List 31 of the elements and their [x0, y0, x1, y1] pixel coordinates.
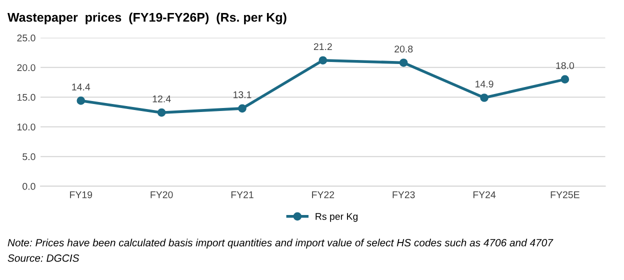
x-tick-label: FY22 [312, 191, 334, 198]
text: Note: Prices have been calculated basis import quantities and import value of select HS codes such as 4706 and 4707 [8, 238, 554, 248]
x-tick-label: FY20 [150, 191, 173, 198]
chart-title: Wastepaper prices (FY19-FY26P) (Rs. per Kg) [8, 12, 286, 24]
data-label: 13.1 [234, 91, 252, 98]
data-label: 21.2 [314, 43, 332, 50]
data-label: 12.4 [152, 95, 171, 102]
y-tick-label: 10.0 [18, 124, 36, 130]
y-tick-label: 20.0 [17, 64, 36, 72]
data-label: 18.0 [556, 62, 574, 70]
point [399, 58, 408, 67]
x-tick-label: FY25E [550, 191, 580, 198]
y-tick-label: 0.0 [22, 182, 36, 190]
point [480, 94, 488, 102]
data-label: 14.9 [476, 80, 494, 88]
y-tick-label: 25.0 [17, 34, 36, 42]
x-tick-label: FY24 [473, 191, 496, 198]
x-tick-label: FY23 [392, 191, 415, 198]
legend-label: Rs per Kg [316, 213, 358, 222]
x-tick-label: FY21 [231, 191, 254, 198]
point [560, 75, 570, 84]
data-label: 14.4 [72, 84, 90, 90]
y-tick-label: 5.0 [22, 153, 36, 160]
y-tick-label: 15.0 [18, 94, 36, 101]
source-note: Source: DGCIS [8, 254, 80, 262]
data-label: 20.8 [394, 46, 413, 52]
point [76, 96, 86, 105]
x-tick-label: FY19 [70, 191, 92, 198]
point [238, 104, 246, 113]
point [318, 56, 328, 65]
point [157, 108, 166, 117]
